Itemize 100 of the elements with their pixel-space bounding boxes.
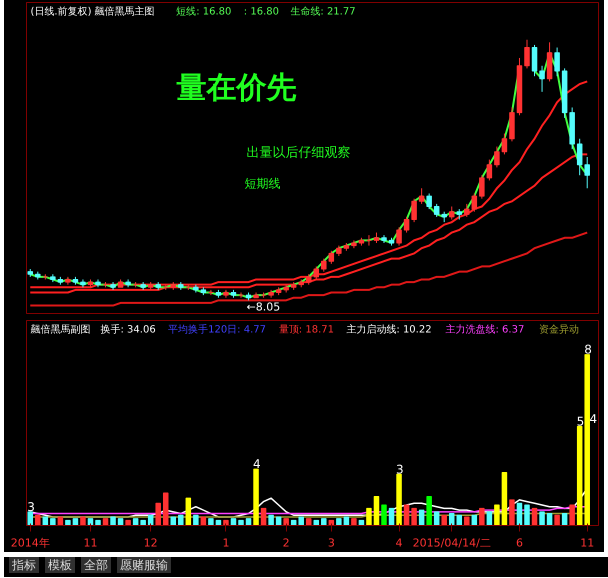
candlestick xyxy=(448,206,454,220)
bar xyxy=(464,516,470,526)
bar xyxy=(65,520,71,526)
candlestick xyxy=(464,203,470,218)
bar xyxy=(554,514,560,526)
bar xyxy=(283,518,289,526)
candlestick xyxy=(554,47,560,77)
annotation: ←8.05 xyxy=(246,300,280,314)
chart-title: (日线.前复权) 飆倍黑馬主图 xyxy=(30,6,155,18)
text: 换手: 34.06 xyxy=(100,324,156,336)
bar xyxy=(208,518,214,526)
candlestick xyxy=(486,159,492,181)
bar xyxy=(479,508,485,526)
bar xyxy=(358,520,364,526)
bar xyxy=(88,518,94,526)
annotation: 3 xyxy=(27,500,35,514)
bar xyxy=(155,502,161,526)
bar xyxy=(314,520,320,526)
bar xyxy=(448,513,454,526)
candlestick xyxy=(418,188,424,204)
text: : 16.80 xyxy=(244,6,279,18)
bar xyxy=(374,496,380,526)
candlestick xyxy=(404,216,410,234)
bar xyxy=(260,508,266,526)
bar xyxy=(140,520,146,526)
candlestick xyxy=(441,211,447,223)
candlestick xyxy=(494,146,500,168)
bar xyxy=(118,518,124,526)
bar xyxy=(42,516,48,526)
candlestick xyxy=(374,232,380,244)
text: 主力启动线: 10.22 xyxy=(346,324,432,336)
bar xyxy=(516,502,522,526)
bar xyxy=(494,504,500,526)
bar xyxy=(148,514,154,526)
text: 模板 xyxy=(45,557,75,573)
bar xyxy=(125,520,131,526)
bar xyxy=(193,514,199,526)
bar xyxy=(50,518,56,526)
bar xyxy=(321,518,327,526)
bar xyxy=(584,354,590,526)
bar xyxy=(110,516,116,526)
bar xyxy=(388,508,394,526)
annotation: 5 xyxy=(576,414,584,428)
annotation: 短期线 xyxy=(244,176,280,190)
candlestick xyxy=(306,274,312,286)
x-tick-label: 11 xyxy=(580,536,594,550)
bar xyxy=(509,499,515,526)
x-tick-label: 2014年 xyxy=(10,536,50,550)
bar xyxy=(411,508,417,526)
bar xyxy=(238,520,244,526)
x-tick-label: 1 xyxy=(222,536,230,550)
x-tick-label: 11 xyxy=(83,536,98,550)
bar xyxy=(404,504,410,526)
text: 全部 xyxy=(81,557,111,573)
bar xyxy=(162,492,168,526)
bar xyxy=(102,518,108,526)
x-tick-label: 3 xyxy=(328,536,335,550)
annotation: 量在价先 xyxy=(176,70,296,106)
candlestick xyxy=(472,192,478,212)
bar xyxy=(426,496,432,526)
x-tick-label: 4 xyxy=(396,536,403,550)
candlestick xyxy=(411,198,417,223)
candlestick xyxy=(532,44,538,77)
bar xyxy=(276,516,282,526)
bar xyxy=(366,508,372,526)
annotation: 8 xyxy=(584,342,592,357)
bar xyxy=(80,516,86,526)
bar xyxy=(502,472,508,526)
bar xyxy=(298,516,304,526)
text: 主力洗盘线: 6.37 xyxy=(446,324,524,336)
bar xyxy=(268,514,274,526)
x-tick-label: 2015/04/14/二 xyxy=(412,536,491,550)
annotation: 4 xyxy=(590,412,598,426)
text: 短线: 16.80 xyxy=(176,6,232,18)
candlestick xyxy=(479,174,485,200)
bar xyxy=(569,504,575,526)
bar xyxy=(396,474,402,526)
bar xyxy=(486,511,492,526)
bar xyxy=(418,510,424,526)
x-tick-label: 12 xyxy=(144,536,158,550)
bar xyxy=(178,514,184,526)
bar xyxy=(290,520,296,526)
bar xyxy=(344,516,350,526)
text: 量顶: 18.71 xyxy=(278,324,334,336)
text: 资金异动 xyxy=(538,324,579,336)
bar xyxy=(253,468,259,526)
bar xyxy=(441,514,447,526)
candlestick xyxy=(366,234,372,246)
text: 生命线: 21.77 xyxy=(290,6,356,18)
bar xyxy=(306,518,312,526)
bar xyxy=(472,514,478,526)
bar xyxy=(546,513,552,526)
candlestick xyxy=(524,39,530,69)
bar xyxy=(72,518,78,526)
chart-title: 飆倍黑馬副图 xyxy=(30,324,90,336)
text: 指标 xyxy=(9,557,39,573)
bar xyxy=(200,516,206,526)
text: 平均换手120日: 4.77 xyxy=(168,324,266,336)
bar xyxy=(58,516,64,526)
x-tick-label: 2 xyxy=(282,536,290,550)
